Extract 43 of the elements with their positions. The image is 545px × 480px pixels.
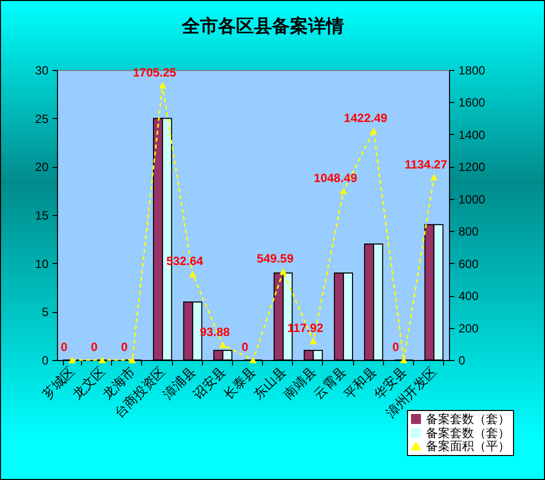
y-tick-label: 5	[42, 305, 49, 320]
y2-tick-label: 400	[458, 289, 479, 304]
y-tick-label: 10	[35, 256, 49, 271]
y2-tick-label: 800	[458, 224, 479, 239]
y-tick-label: 30	[35, 64, 49, 78]
y2-tick-label: 1200	[458, 160, 486, 174]
chart-title: 全市各区县备案详情	[181, 16, 344, 37]
point	[219, 342, 227, 348]
y2-tick-label: 1600	[458, 96, 486, 110]
point	[400, 356, 408, 364]
point	[279, 268, 287, 275]
data-label: 1422.49	[344, 110, 388, 125]
point	[430, 174, 438, 180]
point	[249, 356, 257, 364]
point	[128, 356, 136, 364]
data-label: 549.59	[256, 251, 294, 266]
data-label: 0	[60, 340, 68, 354]
y2-tick-label: 0	[458, 354, 466, 368]
point	[370, 128, 378, 134]
y-tick-label: 15	[35, 208, 49, 222]
data-label: 0	[242, 340, 249, 354]
point	[340, 188, 348, 194]
y2-tick-label: 200	[458, 321, 479, 336]
point	[98, 356, 106, 364]
legend-label: 备案套数（套）	[426, 412, 510, 426]
point	[68, 356, 76, 364]
legend-label: 备案面积（平）	[426, 439, 510, 453]
y-tick-label: 25	[35, 112, 49, 126]
data-label: 0	[90, 340, 98, 354]
y-tick-label: 20	[35, 160, 49, 174]
y2-tick-label: 1800	[458, 64, 486, 78]
point	[310, 338, 318, 344]
point	[188, 270, 196, 278]
data-label: 1048.49	[314, 171, 358, 186]
point	[158, 82, 166, 88]
data-label: 0	[121, 340, 128, 354]
y2-tick-label: 600	[458, 256, 479, 271]
y2-tick-label: 1400	[458, 128, 486, 142]
y-tick-label: 0	[42, 354, 49, 368]
data-label: 0	[392, 340, 400, 354]
y2-tick-label: 1000	[458, 192, 486, 206]
legend-label: 备案套数（套）	[426, 426, 510, 440]
data-label: 1134.27	[404, 157, 448, 172]
